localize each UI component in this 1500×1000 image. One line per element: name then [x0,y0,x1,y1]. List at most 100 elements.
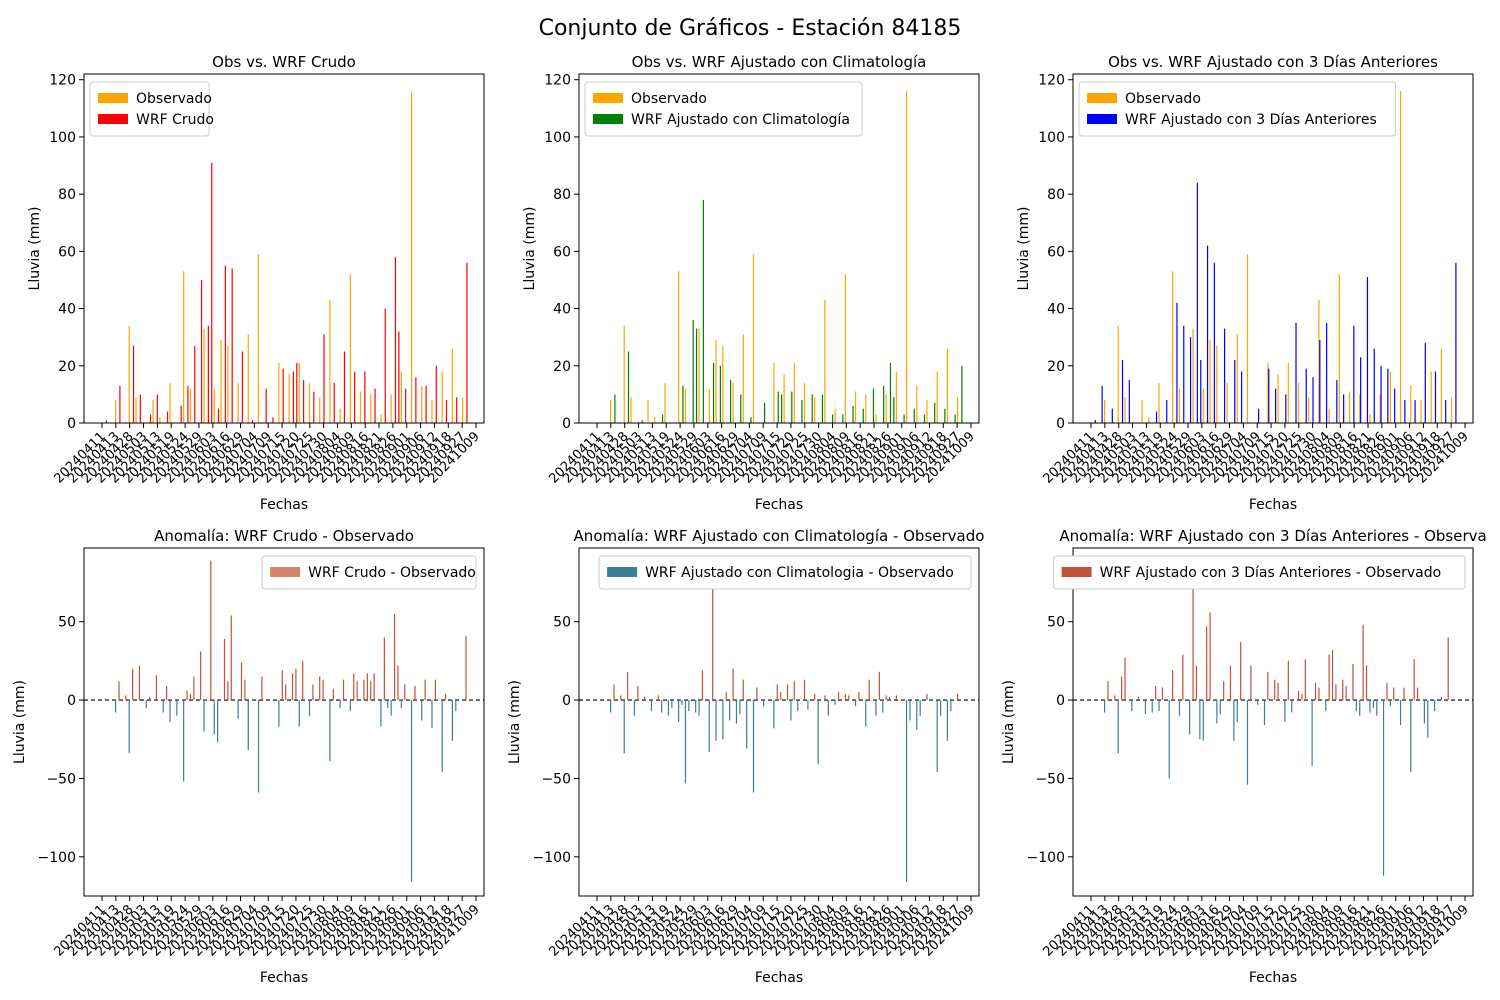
series-1 [104,560,467,882]
bar [1223,681,1225,701]
plot-frame [83,547,485,897]
bar [425,385,427,423]
bar [1277,374,1279,423]
bar [1399,91,1402,423]
series-2 [614,199,963,423]
bar [1318,299,1320,423]
bar [1114,695,1116,701]
bar [834,408,836,423]
bar [1369,700,1371,713]
bar [230,615,232,701]
bar [1345,685,1347,701]
bar [282,368,284,423]
bar [220,340,222,423]
bar [241,351,243,423]
bar [852,405,854,423]
bar [1379,394,1381,423]
bar [149,414,152,423]
bar [296,362,298,423]
bar [688,700,690,712]
bar [1427,700,1429,738]
bar [356,681,358,701]
bar [885,695,887,701]
bar [1284,700,1286,722]
y-tick-label: 40 [553,302,571,318]
bar [844,274,846,423]
subplot-1: Obs vs. WRF Crudo02040608010012020240411… [27,53,485,513]
bar [1336,380,1338,423]
bar [332,689,334,701]
bar [903,414,905,423]
bar [210,560,212,701]
bar [644,696,646,701]
y-tick-label: 40 [1047,302,1065,318]
bar [905,91,908,423]
bar [224,265,226,423]
bar [1433,700,1436,712]
bar [1233,700,1235,741]
y-tick-label: 0 [562,693,571,709]
bar [1209,340,1211,423]
bar [1213,262,1215,423]
bar [1285,394,1287,423]
bar [1399,700,1402,726]
bar [313,391,315,423]
bar [217,408,220,423]
bar [926,400,928,423]
bar [1178,388,1181,423]
bar [302,660,304,701]
bar [272,417,274,423]
bar [1389,700,1391,707]
bar [1141,400,1143,423]
bar [793,362,795,423]
bar [633,700,636,716]
bar [169,382,171,423]
bar [1348,391,1351,423]
bar [240,662,243,701]
bar [384,308,386,423]
legend-swatch [98,114,128,124]
bar [1206,626,1208,701]
bar [1172,670,1174,701]
bar [1240,642,1242,701]
subplot-4: Anomalía: WRF Crudo - Observado −100 −50 0 5… [12,527,485,986]
bar [303,380,305,423]
legend-box [584,81,863,137]
bar [373,673,375,701]
bar [1365,665,1368,701]
bar [827,700,829,716]
x-axis-label: Fechas [755,497,803,513]
bar [862,408,864,423]
bar [1393,687,1395,701]
bar [257,700,260,793]
bar [844,693,846,701]
bar [1447,637,1449,701]
bar [1246,254,1249,423]
bar [1434,371,1437,423]
bar [773,700,775,729]
subplot-2: Obs vs. WRF Ajustado con Climatología 0 20… [522,53,980,513]
bar [105,420,107,423]
bar [865,700,867,727]
bar [156,394,158,423]
bar [740,394,742,423]
bar [1338,274,1340,423]
bar [354,371,356,423]
bar [712,362,715,423]
bar [244,679,246,701]
bar [1192,574,1194,701]
bar [278,700,280,727]
bar [681,700,683,705]
bar [1359,700,1361,716]
bar [118,681,120,701]
y-tick-label: 80 [1047,187,1065,203]
y-tick-label: 60 [58,244,76,260]
y-tick-label: 40 [58,302,76,318]
bar [889,362,892,423]
bar [166,685,168,701]
bar [128,700,130,754]
bar [695,700,697,713]
bar [1331,649,1334,701]
bar [701,670,704,701]
bar [465,635,467,701]
